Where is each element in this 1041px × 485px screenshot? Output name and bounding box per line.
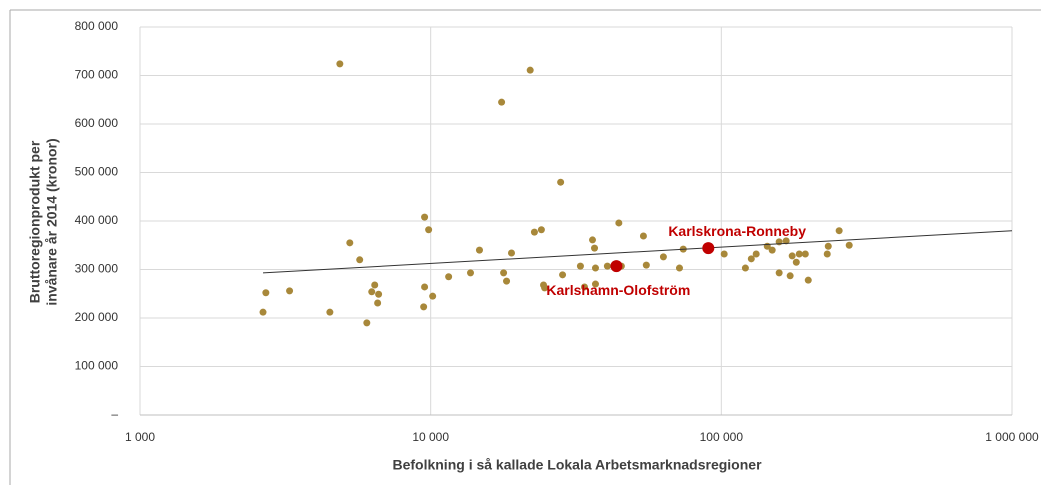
point [792, 258, 800, 266]
x-axis-title: Befolkning i så kallade Lokala Arbetsmar… [392, 457, 762, 473]
y-tick-label: 800 000 [75, 19, 119, 33]
highlight-point [702, 242, 715, 255]
point [752, 250, 760, 258]
highlight-point [610, 260, 623, 273]
point [559, 271, 567, 279]
point [371, 281, 379, 289]
point [741, 264, 749, 272]
y-tick-label: 700 000 [75, 68, 119, 82]
point [475, 246, 483, 254]
point [530, 228, 538, 236]
point [801, 250, 809, 258]
trendline [262, 230, 1013, 274]
point [747, 255, 755, 263]
point [346, 239, 354, 247]
point [775, 269, 783, 277]
point [356, 256, 364, 264]
point [507, 249, 515, 257]
y-tick-label: – [111, 407, 118, 421]
point [526, 66, 534, 74]
x-tick-label: 1 000 [125, 430, 155, 444]
point [580, 283, 588, 291]
point [795, 250, 803, 258]
point [845, 241, 853, 249]
x-tick-label: 100 000 [700, 430, 744, 444]
point [824, 242, 832, 250]
point [421, 213, 429, 221]
point [498, 98, 506, 106]
highlight-label: Karlskrona-Ronneby [668, 223, 806, 239]
point [374, 299, 382, 307]
y-tick-label: 200 000 [75, 310, 119, 324]
point [786, 272, 794, 280]
point [823, 250, 831, 258]
point [368, 288, 376, 296]
point [720, 250, 728, 258]
point [591, 244, 599, 252]
y-tick-label: 100 000 [75, 359, 119, 373]
point [804, 276, 812, 284]
point [615, 219, 623, 227]
point [788, 252, 796, 260]
point [286, 287, 294, 295]
point [445, 273, 453, 281]
y-tick-label: 300 000 [75, 262, 119, 276]
point [642, 261, 650, 269]
point [537, 226, 545, 234]
point [768, 246, 776, 254]
point [541, 284, 549, 292]
point [835, 227, 843, 235]
point [420, 303, 428, 311]
point [591, 264, 599, 272]
point [375, 290, 383, 298]
point [336, 60, 344, 68]
point [421, 283, 429, 291]
point [500, 269, 508, 277]
point [659, 253, 667, 261]
highlight-label: Karlshamn-Olofström [546, 282, 690, 298]
point [675, 264, 683, 272]
y-tick-label: 500 000 [75, 165, 119, 179]
point [429, 292, 437, 300]
x-tick-label: 10 000 [412, 430, 449, 444]
y-axis-title-2: invånare år 2014 (kronor) [44, 138, 60, 305]
point [326, 308, 334, 316]
x-tick-label: 1 000 000 [985, 430, 1039, 444]
point [363, 319, 371, 327]
y-tick-label: 400 000 [75, 213, 119, 227]
y-axis-title-1: Bruttoregionprodukt per [27, 140, 43, 303]
point [782, 237, 790, 245]
y-tick-label: 600 000 [75, 116, 119, 130]
point [589, 236, 597, 244]
point [425, 226, 433, 234]
point [591, 280, 599, 288]
point [576, 262, 584, 270]
point [503, 277, 511, 285]
point [557, 178, 565, 186]
point [466, 269, 474, 277]
point [603, 262, 611, 270]
point [259, 308, 267, 316]
point [262, 289, 270, 297]
point [639, 232, 647, 240]
